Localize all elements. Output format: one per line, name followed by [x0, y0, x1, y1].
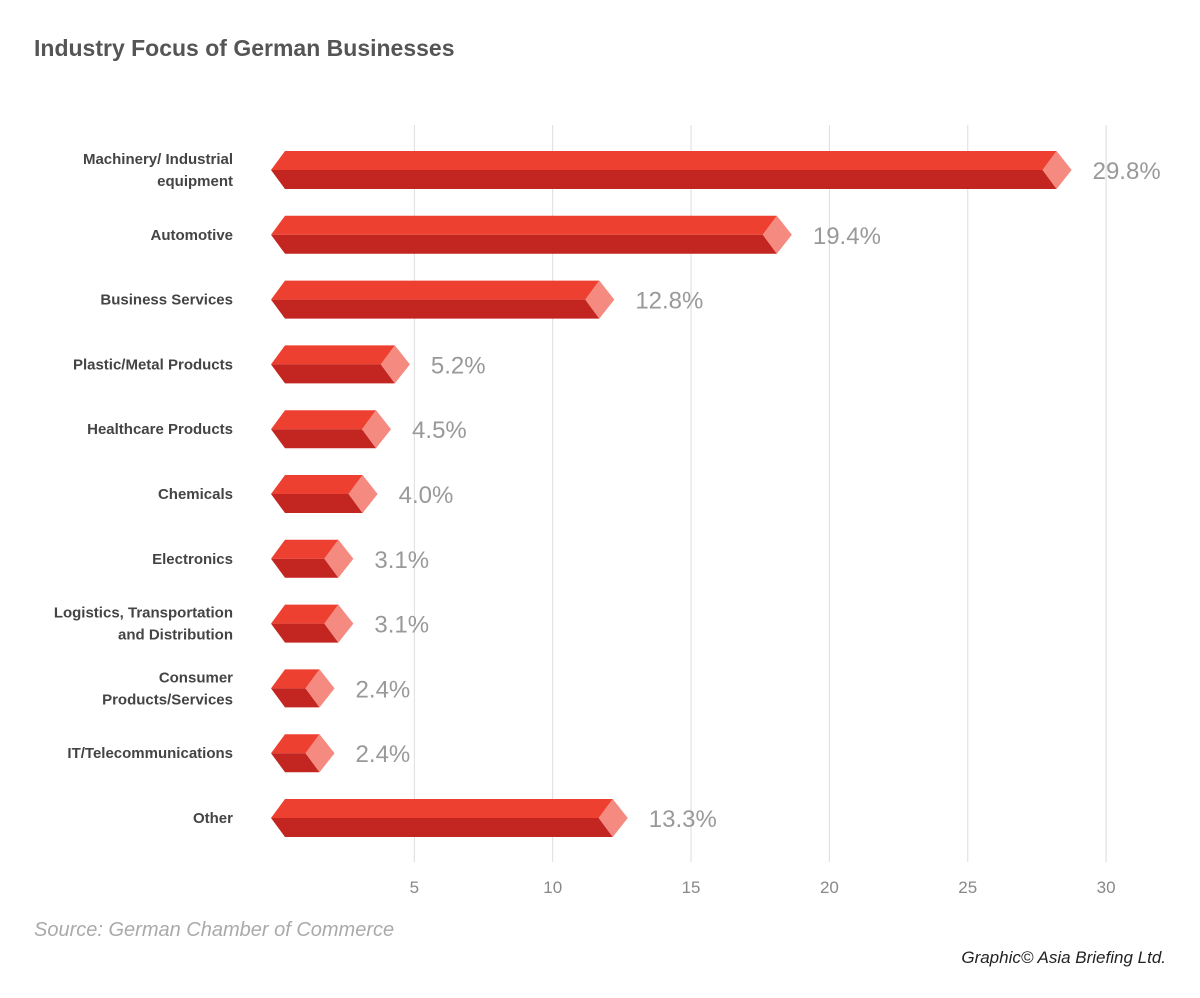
data-label: 4.5%: [412, 417, 467, 444]
x-tick-label: 25: [958, 878, 977, 897]
bar-top-face: [271, 410, 377, 430]
bar-top-face: [271, 604, 339, 624]
data-label: 29.8%: [1093, 158, 1161, 185]
bar-bottom-face: [271, 688, 320, 708]
bar-end-cap: [348, 475, 378, 513]
bar-bottom-face: [271, 558, 339, 578]
bar: 4.0% Chemicals: [158, 475, 453, 513]
category-label: Plastic/Metal Products: [73, 356, 233, 373]
bar: 13.3% Other: [193, 799, 717, 837]
bar-end-cap: [762, 215, 792, 254]
bar-end-cap: [362, 410, 392, 449]
bar-bottom-face: [271, 429, 377, 449]
category-label: Healthcare Products: [87, 421, 233, 438]
bar: 2.4% IT/Telecommunications: [67, 734, 411, 773]
bar: 29.8% Machinery/ Industrial equipment: [83, 151, 1161, 190]
category-label: and Distribution: [118, 627, 233, 644]
bar-top-face: [271, 151, 1057, 170]
data-label: 13.3%: [649, 806, 717, 833]
data-label: 2.4%: [356, 741, 411, 768]
category-label: Business Services: [100, 292, 233, 309]
data-label: 5.2%: [431, 352, 486, 379]
bar: 19.4% Automotive: [151, 215, 881, 254]
category-label: Machinery/ Industrial: [83, 151, 233, 168]
bar: 3.1% Electronics: [152, 539, 429, 578]
bar-top-face: [271, 215, 777, 235]
bar-top-face: [271, 734, 320, 754]
bar-end-cap: [324, 604, 354, 643]
bar: 5.2% Plastic/Metal Products: [73, 345, 486, 384]
bar-bottom-face: [271, 494, 363, 513]
x-tick-label: 20: [820, 878, 839, 897]
bar: 2.4% Consumer Products/Services: [102, 669, 410, 708]
category-label: Chemicals: [158, 486, 233, 503]
source-note: Source: German Chamber of Commerce: [34, 919, 394, 941]
bar-top-face: [271, 345, 395, 365]
bar-end-cap: [305, 669, 335, 708]
category-label: Logistics, Transportation: [54, 605, 233, 622]
bar-end-cap: [305, 734, 335, 773]
data-label: 12.8%: [635, 288, 703, 315]
data-label: 19.4%: [813, 223, 881, 250]
x-tick-label: 15: [682, 878, 701, 897]
x-tick-label: 30: [1097, 878, 1116, 897]
category-label: Other: [193, 810, 233, 827]
bar-end-cap: [1042, 151, 1072, 189]
bar-top-face: [271, 475, 363, 494]
bar-bottom-face: [271, 170, 1057, 189]
bar-end-cap: [324, 539, 354, 578]
category-label: equipment: [157, 173, 233, 190]
bar-top-face: [271, 280, 600, 300]
data-label: 4.0%: [399, 482, 454, 509]
bar-bottom-face: [271, 818, 613, 837]
bar-end-cap: [598, 799, 628, 837]
bar: 12.8% Business Services: [100, 280, 703, 319]
category-label: Consumer: [159, 669, 233, 686]
bar: 3.1% Logistics, Transportation and Distrib…: [54, 604, 429, 644]
bar: 4.5% Healthcare Products: [87, 410, 467, 449]
chart-title: Industry Focus of German Businesses: [34, 35, 455, 61]
bar-end-cap: [585, 280, 615, 319]
x-tick-label: 10: [543, 878, 562, 897]
category-label: Automotive: [151, 227, 234, 244]
bar-bottom-face: [271, 623, 339, 643]
credit-note: Graphic© Asia Briefing Ltd.: [961, 948, 1166, 967]
bar-top-face: [271, 669, 320, 689]
data-label: 3.1%: [374, 547, 429, 574]
bar-bottom-face: [271, 299, 600, 319]
category-label: Electronics: [152, 551, 233, 568]
category-label: Products/Services: [102, 691, 233, 708]
bar-bottom-face: [271, 364, 395, 384]
data-label: 3.1%: [374, 612, 429, 639]
bar-top-face: [271, 539, 339, 559]
x-tick-label: 5: [410, 878, 419, 897]
bar-bottom-face: [271, 753, 320, 773]
category-label: IT/Telecommunications: [67, 745, 233, 762]
bar-end-cap: [380, 345, 410, 384]
bar-top-face: [271, 799, 613, 818]
data-label: 2.4%: [356, 676, 411, 703]
bar-bottom-face: [271, 234, 777, 254]
